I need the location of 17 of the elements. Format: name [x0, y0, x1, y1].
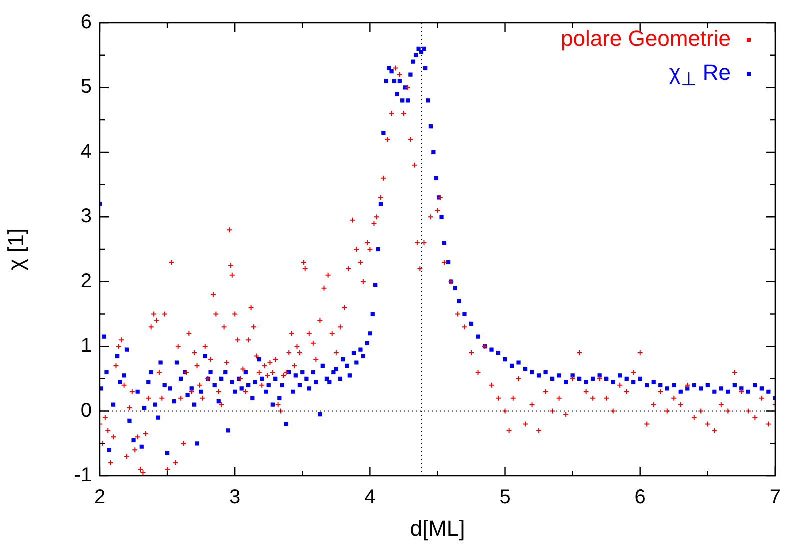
legend-label: χ$_{⊥}$ Re: [669, 60, 731, 90]
x-tick-label: 3: [230, 486, 241, 509]
legend-label: polare Geometrie: [561, 26, 731, 51]
x-tick-label: 5: [500, 486, 511, 509]
y-tick-label: 3: [80, 206, 92, 228]
x-tick-label: 6: [634, 486, 646, 509]
y-tick-label: 2: [80, 270, 92, 292]
y-tick-label: 6: [80, 12, 92, 34]
y-tick-label: 0: [80, 400, 92, 422]
x-axis-title: d[ML]: [410, 516, 466, 541]
y-tick-label: 5: [80, 76, 92, 98]
y-tick-label: 4: [80, 140, 92, 163]
x-tick-label: 4: [364, 486, 376, 509]
x-tick-label: 7: [770, 486, 781, 509]
y-tick-label: -1: [74, 464, 92, 487]
y-tick-label: 1: [80, 335, 92, 358]
y-axis-title: χ [1]: [3, 228, 28, 271]
